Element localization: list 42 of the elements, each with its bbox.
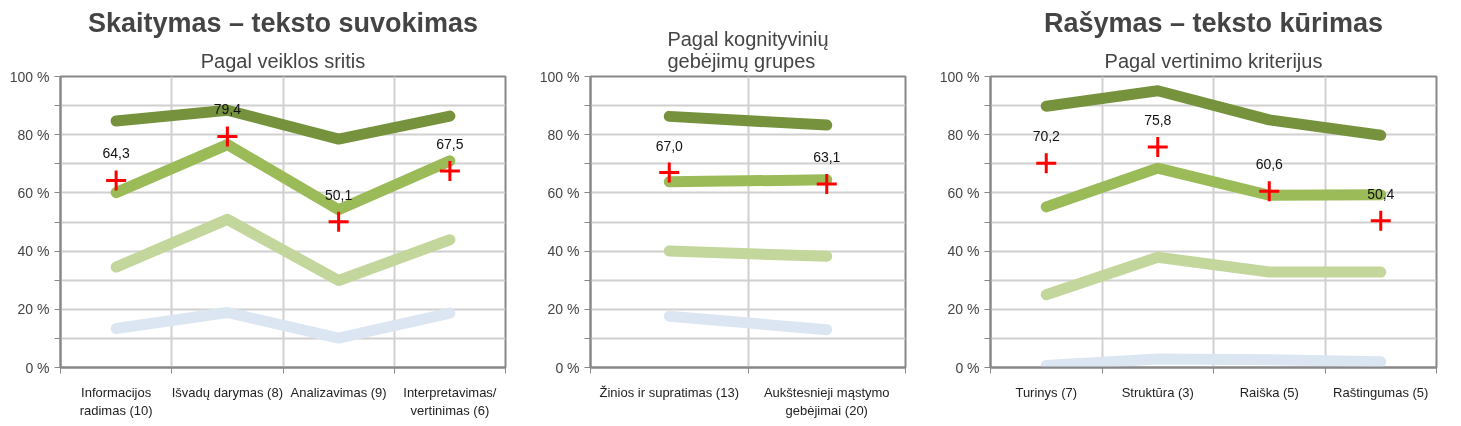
y-tick-label: 40 % xyxy=(17,243,50,260)
data-label: 75,8 xyxy=(1144,111,1172,128)
data-label: 60,6 xyxy=(1255,156,1284,173)
y-tick-label: 100 % xyxy=(9,68,50,85)
x-tick-label: Struktūra (3) xyxy=(1121,384,1194,400)
x-tick-label: Interpretavimas/ vertinimas (6) xyxy=(403,384,497,418)
y-tick-label: 80 % xyxy=(17,126,50,143)
data-label: 67,0 xyxy=(655,137,684,154)
y-tick-label: 60 % xyxy=(947,184,980,201)
y-tick-label: 100 % xyxy=(539,68,580,85)
x-tick-label: Analizavimas (9) xyxy=(290,384,387,400)
data-label: 67,5 xyxy=(436,136,464,153)
chart-subtitle: Pagal kognityvinių gebėjimų grupes xyxy=(667,27,829,72)
y-tick-label: 0 % xyxy=(555,359,580,376)
data-label: 64,3 xyxy=(102,145,130,162)
chart-title: Skaitymas – teksto suvokimas xyxy=(87,7,479,38)
chart-title: Rašymas – teksto kūrimas xyxy=(1043,7,1384,38)
y-tick-label: 60 % xyxy=(17,184,50,201)
x-tick-label: Raštingumas (5) xyxy=(1333,384,1429,400)
data-label: 50,1 xyxy=(325,186,353,203)
chart-subtitle: Pagal vertinimo kriterijus xyxy=(1104,49,1323,72)
y-tick-label: 20 % xyxy=(17,301,50,318)
y-tick-label: 60 % xyxy=(547,184,580,201)
data-label: 63,1 xyxy=(813,148,841,165)
y-tick-label: 0 % xyxy=(955,359,980,376)
x-tick-label: Aukštesnieji mąstymo gebėjimai (20) xyxy=(763,384,890,418)
x-tick-label: Išvadų darymas (8) xyxy=(171,384,284,400)
y-tick-label: 20 % xyxy=(547,301,580,318)
data-label: 70,2 xyxy=(1032,128,1061,145)
y-tick-label: 80 % xyxy=(947,126,980,143)
y-tick-label: 40 % xyxy=(547,243,580,260)
y-tick-label: 80 % xyxy=(547,126,580,143)
x-tick-label: Turinys (7) xyxy=(1015,384,1078,400)
x-tick-label: Raiška (5) xyxy=(1239,384,1299,400)
x-tick-label: Žinios ir supratimas (13) xyxy=(599,384,739,400)
y-tick-label: 100 % xyxy=(939,68,980,85)
x-tick-label: Informacijos radimas (10) xyxy=(79,384,153,418)
y-tick-label: 40 % xyxy=(947,243,980,260)
chart-subtitle: Pagal veiklos sritis xyxy=(200,49,366,72)
y-tick-label: 20 % xyxy=(947,301,980,318)
y-tick-label: 0 % xyxy=(25,359,50,376)
data-label: 79,4 xyxy=(213,101,242,118)
